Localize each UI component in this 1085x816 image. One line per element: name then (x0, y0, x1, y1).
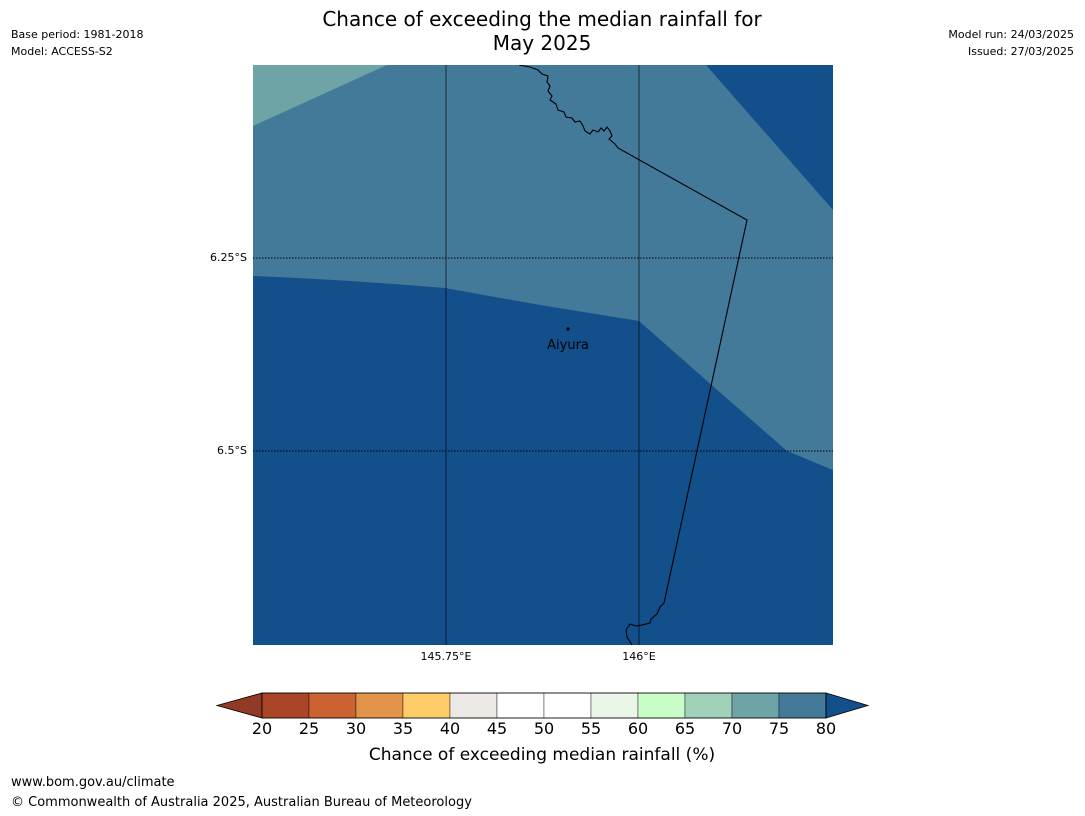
colorbar-tick-label: 25 (298, 719, 320, 738)
colorbar-tick-label: 70 (721, 719, 743, 738)
colorbar-tick-label: 20 (251, 719, 273, 738)
colorbar-segment (731, 692, 780, 719)
colorbar-frame (261, 692, 827, 719)
footer-url: www.bom.gov.au/climate (11, 775, 175, 790)
colorbar-tick-label: 50 (533, 719, 555, 738)
meta-right: Model run: 24/03/2025 Issued: 27/03/2025 (948, 26, 1074, 60)
colorbar-tick-label: 75 (768, 719, 790, 738)
colorbar-tick-label: 40 (439, 719, 461, 738)
colorbar-tick-label: 30 (345, 719, 367, 738)
colorbar-segment (590, 692, 639, 719)
footer-copyright: © Commonwealth of Australia 2025, Austra… (11, 795, 472, 810)
colorbar-tick-label: 65 (674, 719, 696, 738)
colorbar-tick-label: 45 (486, 719, 508, 738)
probability-band-70-75 (253, 65, 387, 126)
colorbar-segment (261, 692, 310, 719)
lat-label-6-25: 6.25°S (210, 251, 247, 264)
issued-text: Issued: 27/03/2025 (967, 45, 1074, 58)
colorbar-title: Chance of exceeding median rainfall (%) (368, 745, 716, 765)
colorbar-tick-label: 60 (627, 719, 649, 738)
lat-label-6-5: 6.5°S (217, 444, 247, 457)
probability-band-over-80-south (253, 276, 833, 645)
colorbar (215, 692, 870, 719)
colorbar-segment (308, 692, 357, 719)
colorbar-segment (355, 692, 404, 719)
colorbar-segment (449, 692, 498, 719)
border-line (518, 65, 748, 645)
colorbar-segment (543, 692, 592, 719)
colorbar-segment (496, 692, 545, 719)
model-text: Model: ACCESS-S2 (11, 45, 113, 58)
title-line-1: Chance of exceeding the median rainfall … (322, 7, 762, 31)
meta-left: Base period: 1981-2018 Model: ACCESS-S2 (11, 26, 143, 60)
colorbar-segment (402, 692, 451, 719)
aiyura-label: Aiyura (547, 338, 589, 353)
lon-label-146: 146°E (622, 650, 656, 663)
colorbar-segment (637, 692, 686, 719)
colorbar-tick-label: 35 (392, 719, 414, 738)
colorbar-tick-label: 55 (580, 719, 602, 738)
colorbar-segment (684, 692, 733, 719)
model-run-text: Model run: 24/03/2025 (948, 28, 1074, 41)
lon-label-145-75: 145.75°E (420, 650, 472, 663)
colorbar-tick-label: 80 (815, 719, 837, 738)
probability-band-over-80-northeast (706, 65, 833, 210)
title-line-2: May 2025 (492, 31, 592, 55)
colorbar-over-arrow (825, 692, 870, 719)
base-period-text: Base period: 1981-2018 (11, 28, 144, 41)
aiyura-marker (566, 327, 570, 331)
colorbar-under-arrow (215, 692, 263, 719)
map-title: Chance of exceeding the median rainfall … (242, 7, 842, 55)
colorbar-segment (778, 692, 827, 719)
